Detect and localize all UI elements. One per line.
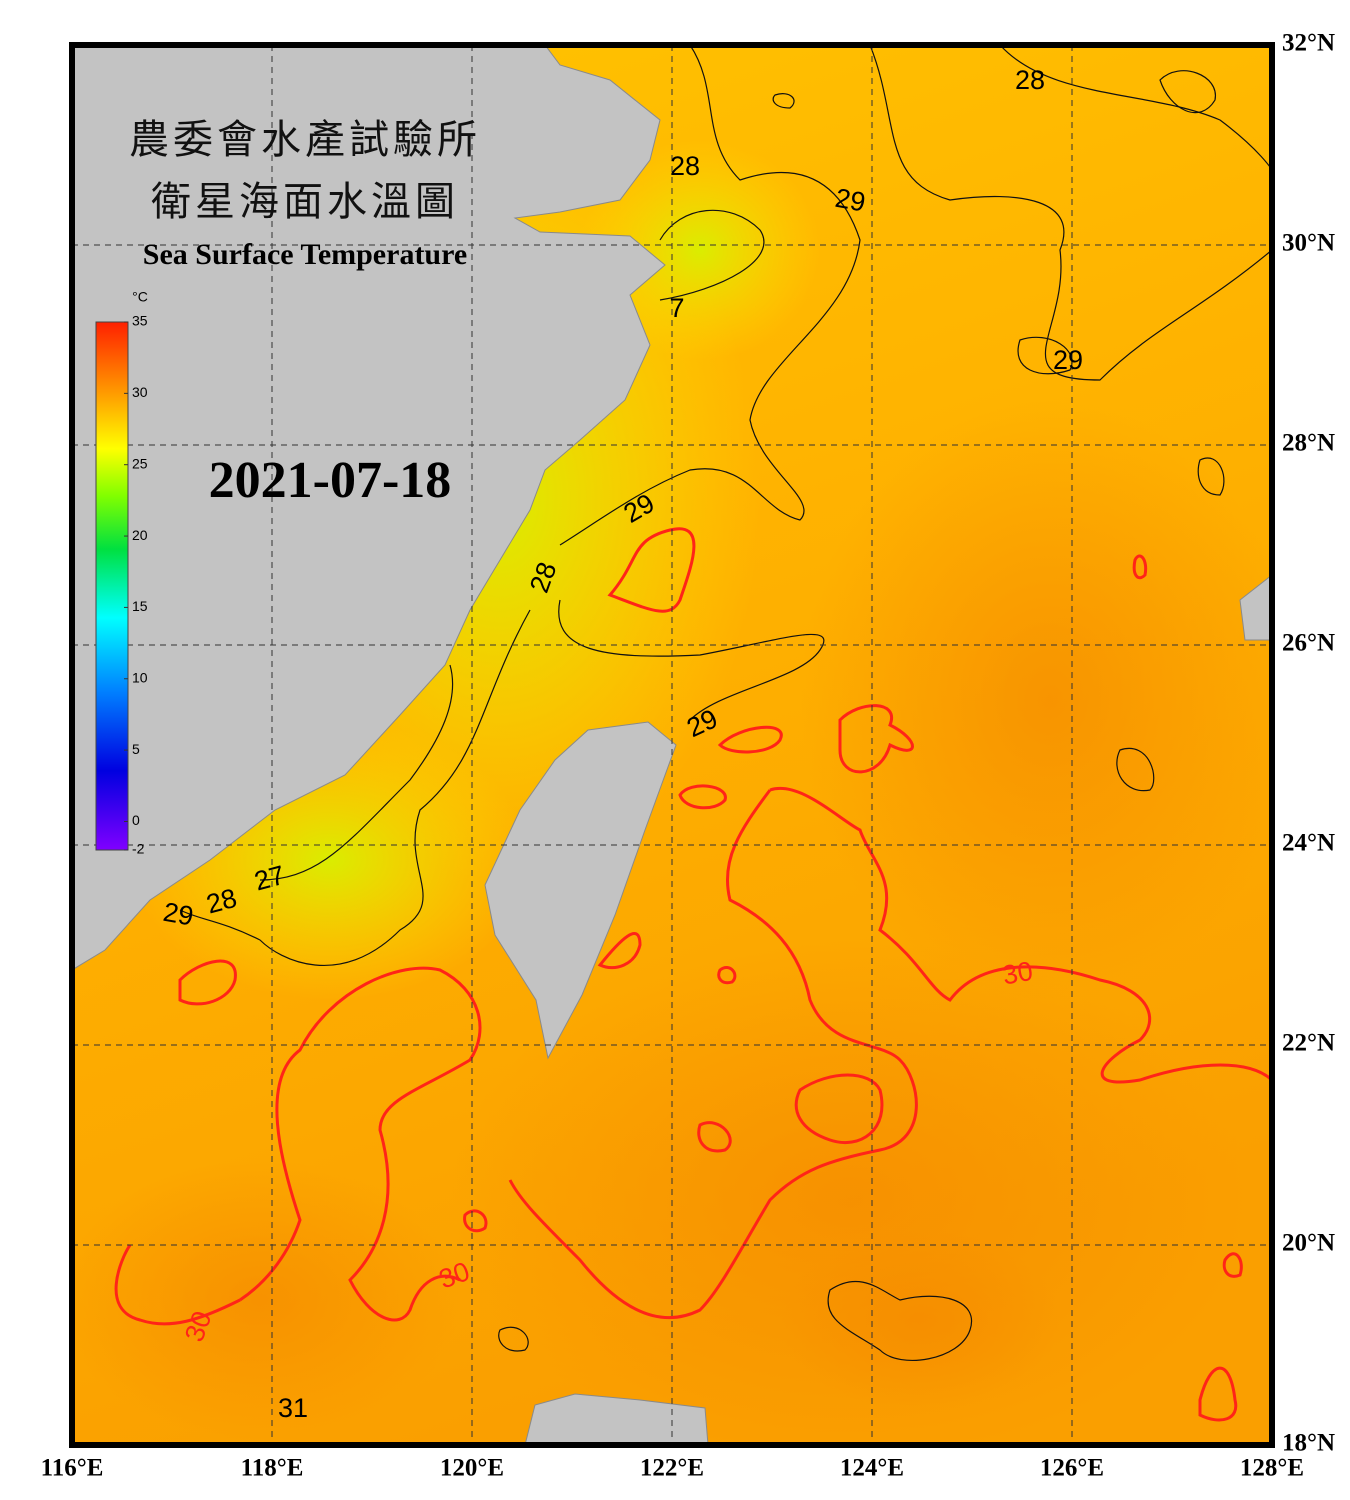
lat-tick-label: 18°N: [1282, 1430, 1335, 1457]
lat-tick-label: 30°N: [1282, 230, 1335, 257]
lon-tick-label: 128°E: [1240, 1455, 1304, 1482]
colorbar-tick-label: -2: [132, 841, 145, 857]
lon-tick-label: 118°E: [241, 1455, 304, 1482]
date: 2021-07-18: [209, 452, 452, 509]
colorbar-tick-label: 30: [132, 384, 148, 400]
contour-label: 29: [161, 897, 196, 932]
contour-label: 29: [833, 183, 868, 218]
map-area: [72, 45, 1272, 1445]
contour-label: 29: [1053, 345, 1083, 375]
contour-label: 31: [278, 1393, 308, 1423]
lat-tick-label: 20°N: [1282, 1230, 1335, 1257]
warm-area: [72, 1160, 460, 1440]
contour-label: 30: [1000, 956, 1035, 991]
lat-tick-label: 28°N: [1282, 430, 1335, 457]
grid: [72, 45, 1272, 1445]
warm-area: [800, 400, 1272, 1000]
coastal-cool: [580, 140, 820, 360]
contours-30: [114, 527, 1272, 1422]
title-zh-2: 衛星海面水溫圖: [151, 179, 459, 225]
colorbar-ticks: 35 30 25 20 15 10 5 0 -2: [124, 313, 148, 857]
contour-label: 28: [1015, 65, 1045, 95]
mainland: [72, 45, 666, 971]
colorbar-tick-label: 20: [132, 527, 148, 543]
warm-area: [780, 1230, 1060, 1410]
contour-label: 28: [670, 151, 700, 181]
lon-tick-label: 122°E: [640, 1455, 704, 1482]
lat-tick-label: 26°N: [1282, 630, 1335, 657]
contour-label: 7: [669, 293, 684, 323]
colorbar-tick-label: 10: [132, 669, 148, 685]
taiwan: [484, 721, 677, 1060]
map-frame: [69, 42, 1275, 1448]
colorbar-tick-label: 0: [132, 812, 140, 828]
lon-tick-label: 120°E: [440, 1455, 504, 1482]
title-zh-1: 農委會水產試驗所: [129, 117, 481, 163]
lat-tick-label: 32°N: [1282, 30, 1335, 57]
colorbar-tick-label: 25: [132, 455, 148, 471]
lon-tick-label: 124°E: [840, 1455, 904, 1482]
colorbar-tick-label: 35: [132, 313, 148, 329]
colorbar-tick-label: 15: [132, 598, 148, 614]
colorbar-tick-label: 5: [132, 741, 140, 757]
lon-tick-label: 116°E: [41, 1455, 104, 1482]
ryukyu: [1239, 574, 1272, 641]
luzon: [524, 1393, 709, 1445]
lon-tick-label: 126°E: [1040, 1455, 1104, 1482]
lat-tick-label: 24°N: [1282, 830, 1335, 857]
title-en: Sea Surface Temperature: [143, 238, 467, 271]
colorbar: [95, 321, 129, 851]
axis-labels: 116°E 118°E 120°E 122°E 124°E 126°E 128°E18°N 2…: [41, 30, 1335, 1482]
colorbar-unit: °C: [132, 289, 148, 305]
lat-tick-label: 22°N: [1282, 1030, 1335, 1057]
